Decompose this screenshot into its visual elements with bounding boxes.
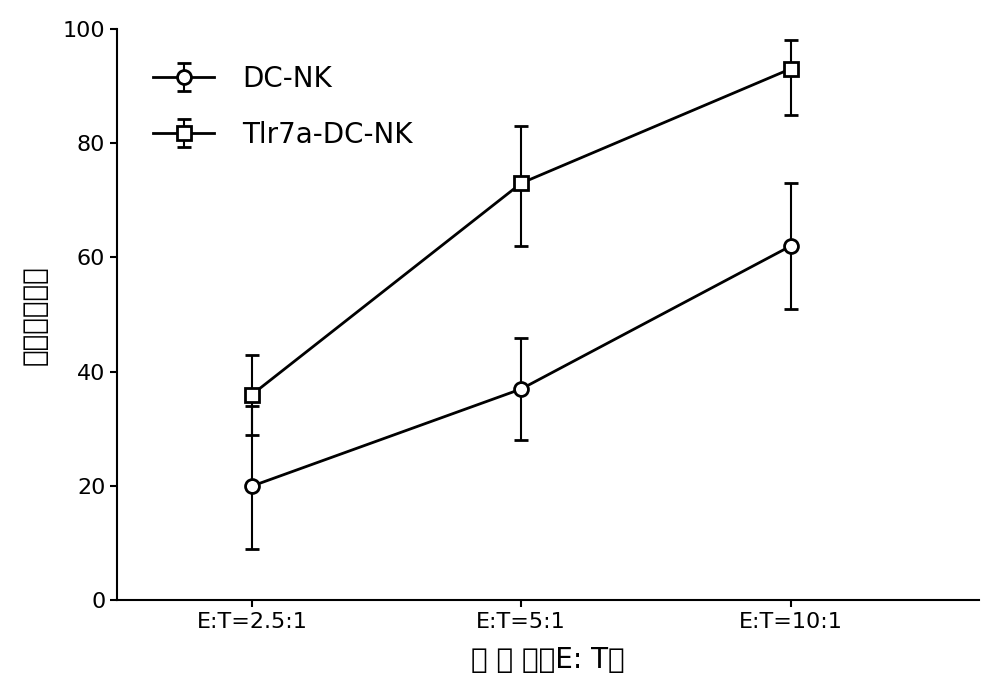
Y-axis label: 杀伤率（％）: 杀伤率（％） [21, 265, 49, 365]
X-axis label: 效 靶 比（E: T）: 效 靶 比（E: T） [471, 646, 625, 674]
Legend: DC-NK, Tlr7a-DC-NK: DC-NK, Tlr7a-DC-NK [131, 42, 435, 171]
